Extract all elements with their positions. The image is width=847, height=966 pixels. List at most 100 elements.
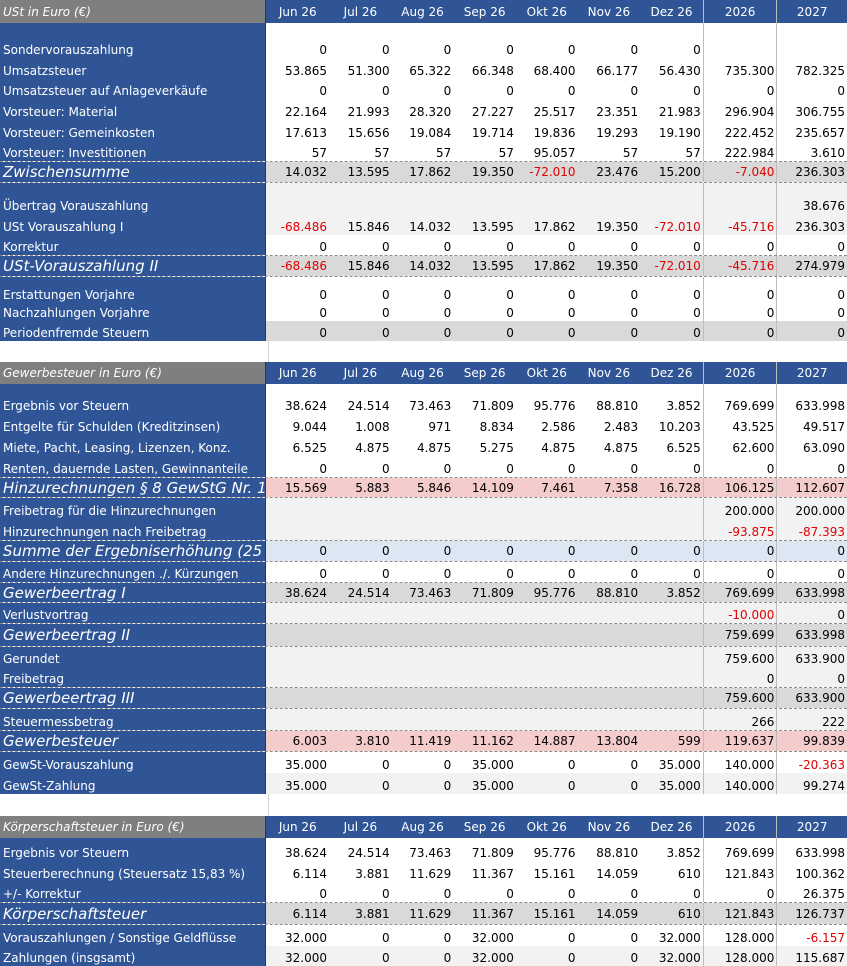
value-cell[interactable]: 11.162 [453,731,516,751]
value-cell[interactable]: 3.881 [329,861,392,882]
value-cell[interactable]: 14.032 [391,256,454,276]
value-cell[interactable]: 0 [453,235,516,255]
column-header-jul-26[interactable]: Jul 26 [329,816,392,838]
value-cell[interactable] [453,603,516,623]
row-label[interactable]: Verlustvortrag [0,603,267,623]
value-cell[interactable]: 0 [702,541,777,561]
row-label[interactable]: Hinzurechnungen § 8 GewStG Nr. 1 [0,478,267,497]
value-cell[interactable]: 3.852 [640,384,703,414]
value-cell[interactable] [391,667,454,687]
value-cell[interactable]: 0 [266,79,330,99]
value-cell[interactable]: 0 [776,562,847,582]
value-cell[interactable]: 0 [577,79,641,99]
value-cell[interactable]: 0 [329,541,392,561]
value-cell[interactable]: 27.227 [453,99,516,120]
value-cell[interactable]: -72.010 [515,162,578,182]
value-cell[interactable]: 0 [515,925,578,946]
value-cell[interactable]: 13.595 [329,162,392,182]
value-cell[interactable]: 0 [453,23,516,58]
value-cell[interactable] [453,709,516,730]
value-cell[interactable]: 0 [391,541,454,561]
value-cell[interactable]: 2.483 [577,414,641,435]
row-label[interactable]: Periodenfremde Steuern [0,321,267,341]
value-cell[interactable]: 17.862 [391,162,454,182]
value-cell[interactable] [640,519,703,540]
value-cell[interactable]: 0 [515,456,578,477]
value-cell[interactable]: 19.836 [515,120,578,141]
value-cell[interactable]: 106.125 [702,478,777,497]
value-cell[interactable]: 14.032 [391,214,454,235]
value-cell[interactable]: 5.846 [391,478,454,497]
row-label[interactable]: Entgelte für Schulden (Kreditzinsen) [0,414,267,435]
value-cell[interactable]: 128.000 [702,946,777,966]
value-cell[interactable] [453,688,516,708]
value-cell[interactable] [391,603,454,623]
value-cell[interactable]: 0 [391,303,454,321]
value-cell[interactable]: 633.998 [776,838,847,861]
value-cell[interactable]: 3.810 [329,731,392,751]
value-cell[interactable]: 0 [640,562,703,582]
value-cell[interactable]: 633.998 [776,384,847,414]
value-cell[interactable]: 266 [702,709,777,730]
value-cell[interactable]: 0 [329,235,392,255]
value-cell[interactable] [577,519,641,540]
value-cell[interactable]: 57 [577,141,641,161]
value-cell[interactable]: 73.463 [391,384,454,414]
value-cell[interactable]: -10.000 [702,603,777,623]
value-cell[interactable]: 633.900 [776,647,847,667]
column-header-nov-26[interactable]: Nov 26 [577,362,641,384]
value-cell[interactable] [266,519,330,540]
value-cell[interactable]: 11.419 [391,731,454,751]
value-cell[interactable]: 0 [515,79,578,99]
value-cell[interactable]: 0 [640,303,703,321]
value-cell[interactable]: 0 [391,925,454,946]
value-cell[interactable]: 19.084 [391,120,454,141]
value-cell[interactable]: 140.000 [702,752,777,773]
row-label[interactable]: Umsatzsteuer [0,58,267,79]
value-cell[interactable]: 24.514 [329,583,392,602]
value-cell[interactable]: 63.090 [776,435,847,456]
value-cell[interactable]: 0 [329,79,392,99]
value-cell[interactable]: 6.003 [266,731,330,751]
value-cell[interactable]: 32.000 [266,925,330,946]
value-cell[interactable]: 95.057 [515,141,578,161]
value-cell[interactable]: 71.809 [453,838,516,861]
value-cell[interactable] [640,647,703,667]
value-cell[interactable]: 15.656 [329,120,392,141]
value-cell[interactable]: 57 [453,141,516,161]
value-cell[interactable]: 24.514 [329,838,392,861]
column-header-aug-26[interactable]: Aug 26 [391,362,454,384]
value-cell[interactable]: 35.000 [640,752,703,773]
row-label[interactable]: Renten, dauernde Lasten, Gewinnanteile [0,456,267,477]
value-cell[interactable]: 759.699 [702,624,777,646]
value-cell[interactable] [453,519,516,540]
value-cell[interactable]: 0 [776,303,847,321]
value-cell[interactable] [577,624,641,646]
value-cell[interactable] [453,183,516,214]
value-cell[interactable]: 0 [776,603,847,623]
value-cell[interactable]: 3.881 [329,903,392,924]
value-cell[interactable]: 5.883 [329,478,392,497]
value-cell[interactable]: 71.809 [453,583,516,602]
value-cell[interactable] [515,709,578,730]
value-cell[interactable]: 51.300 [329,58,392,79]
value-cell[interactable]: 0 [329,321,392,341]
value-cell[interactable]: 0 [453,882,516,902]
column-header-okt-26[interactable]: Okt 26 [515,816,578,838]
value-cell[interactable] [329,624,392,646]
value-cell[interactable]: 0 [391,235,454,255]
value-cell[interactable]: 38.624 [266,384,330,414]
value-cell[interactable]: 3.852 [640,838,703,861]
value-cell[interactable]: 0 [640,541,703,561]
value-cell[interactable]: 633.998 [776,583,847,602]
value-cell[interactable] [391,498,454,519]
row-label[interactable]: Sondervorauszahlung [0,23,267,58]
row-label[interactable]: Übertrag Vorauszahlung [0,183,267,214]
value-cell[interactable] [515,498,578,519]
value-cell[interactable]: -87.393 [776,519,847,540]
value-cell[interactable]: 0 [702,303,777,321]
column-header-sep-26[interactable]: Sep 26 [453,362,516,384]
row-label[interactable]: USt-Vorauszahlung II [0,256,267,276]
value-cell[interactable]: 0 [776,541,847,561]
value-cell[interactable]: 0 [702,667,777,687]
